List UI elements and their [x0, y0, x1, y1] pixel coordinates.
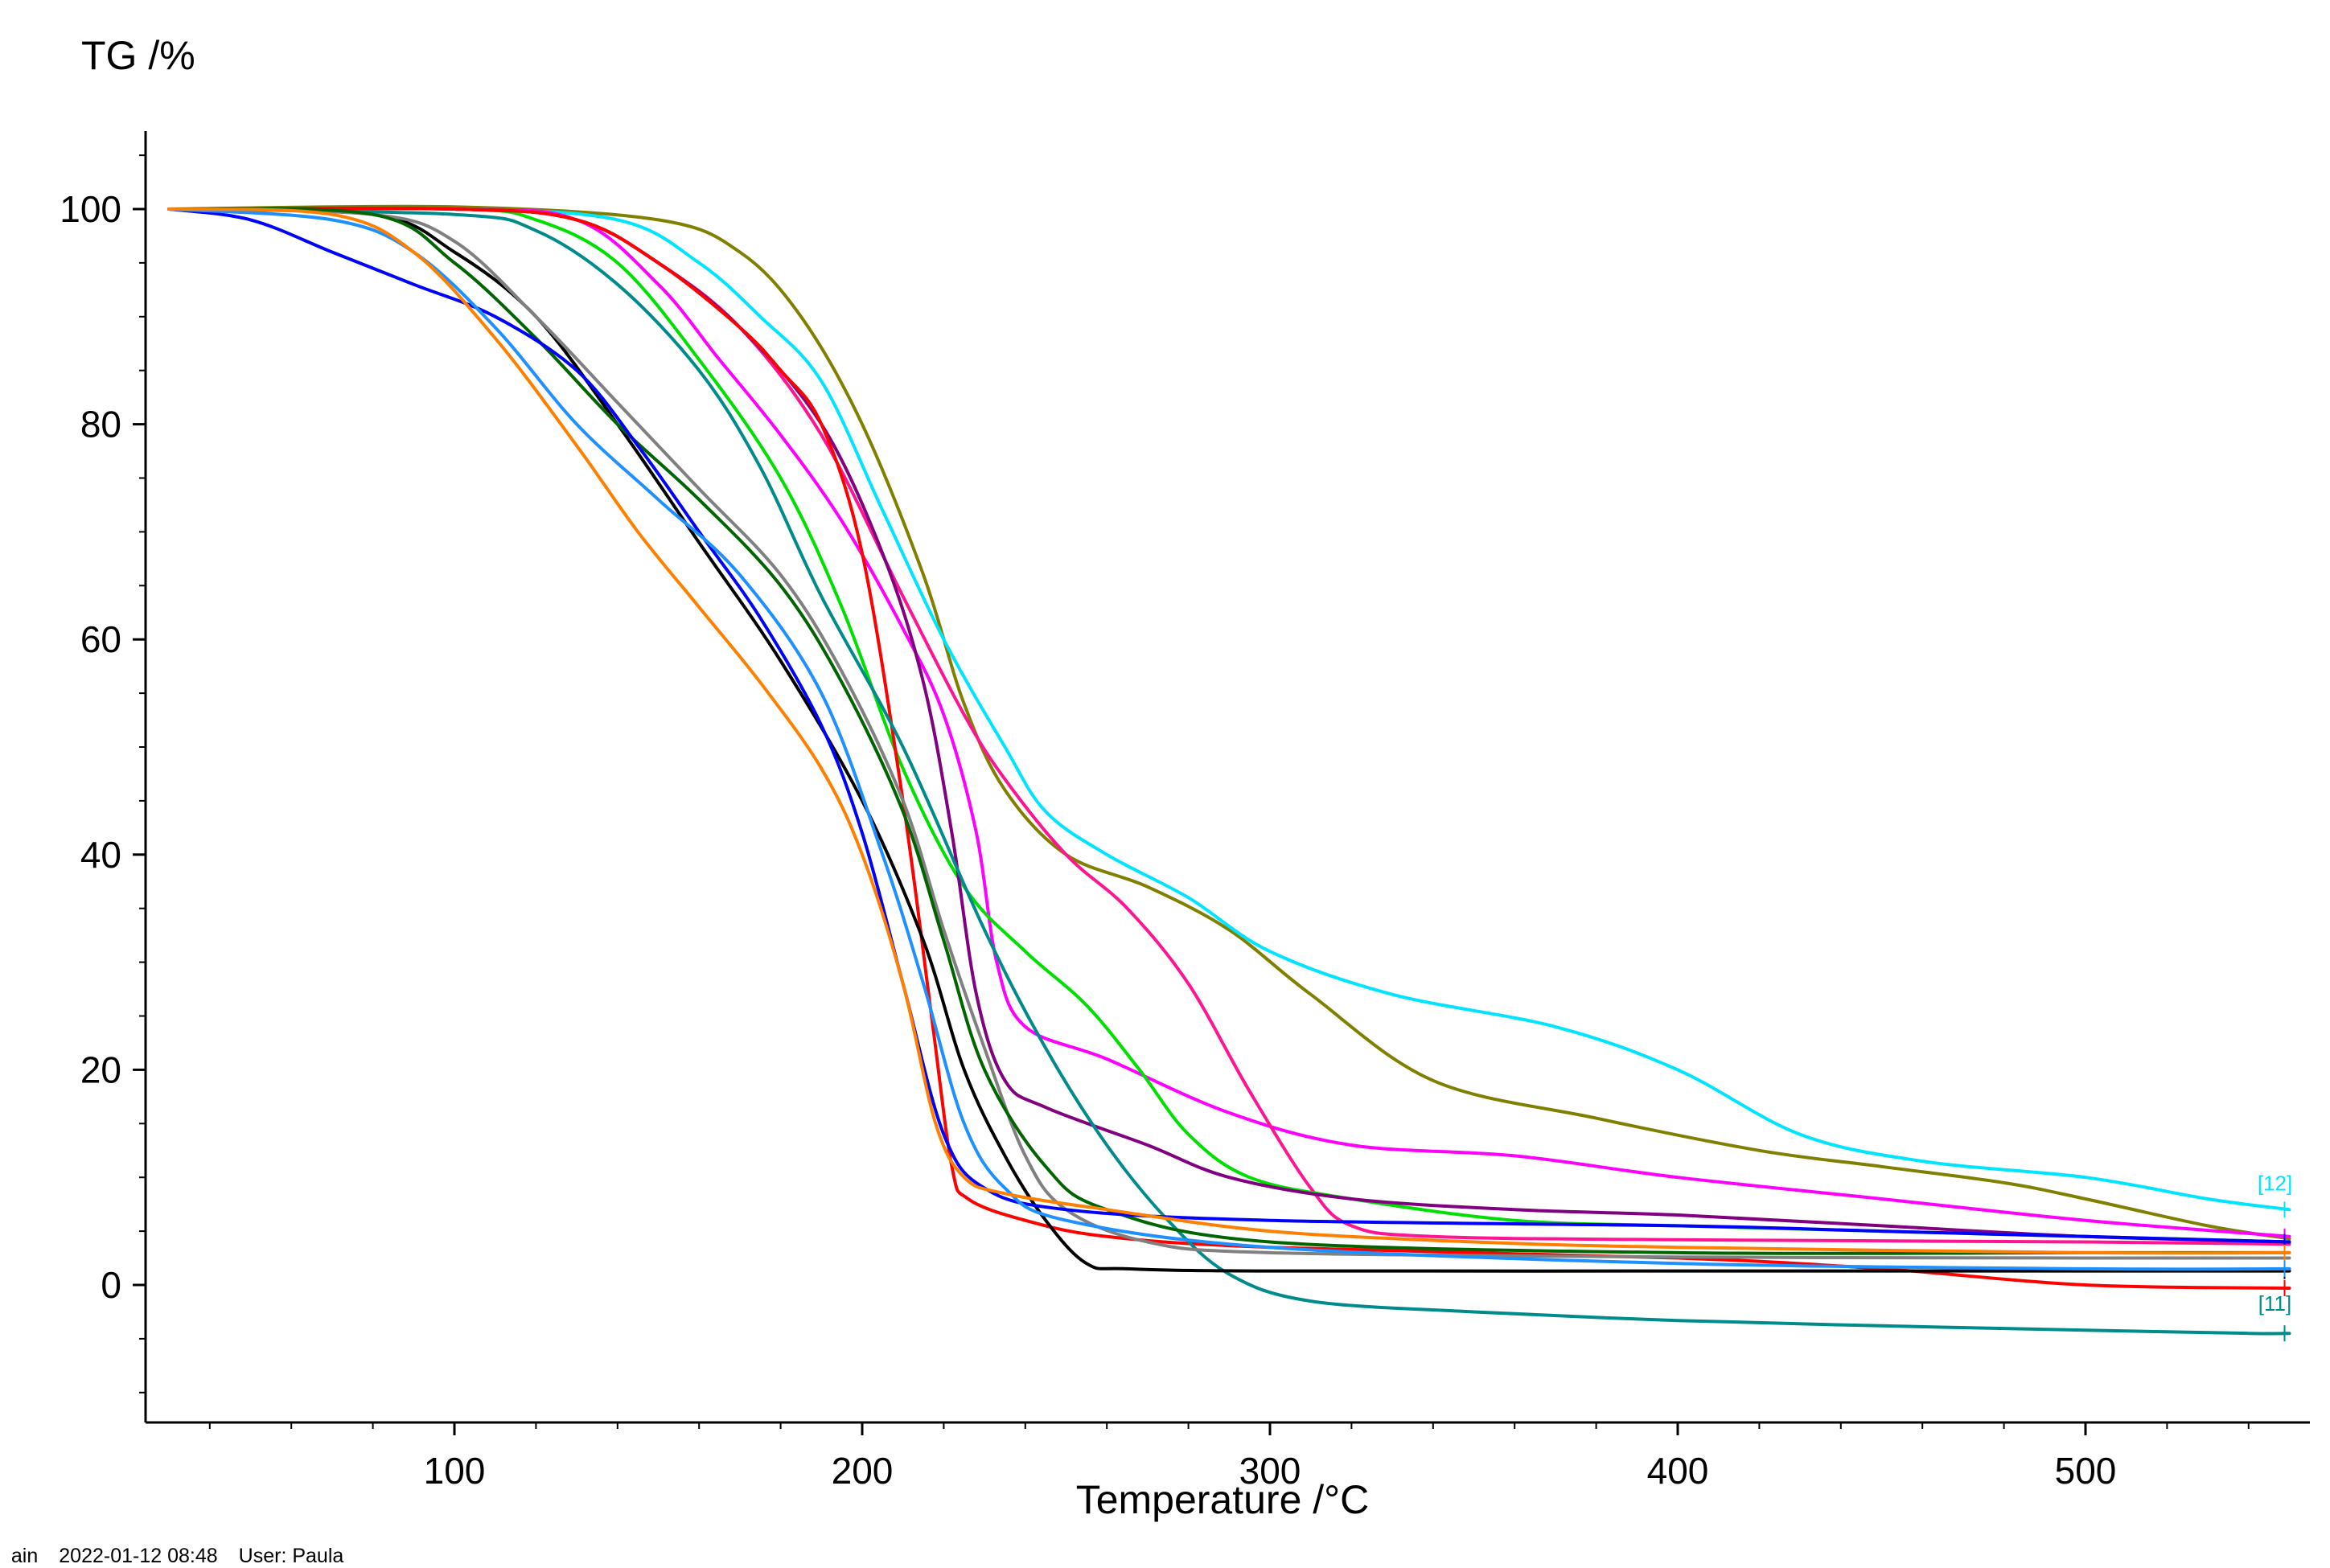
x-tick-label: 200 — [832, 1450, 894, 1492]
series-layer — [167, 204, 2291, 1342]
y-tick-label: 0 — [101, 1264, 121, 1306]
series-line-orange — [167, 207, 2291, 1255]
series-line-gray — [167, 207, 2291, 1260]
series-line-deep-pink — [167, 207, 2291, 1246]
series-line-dark-green — [167, 207, 2291, 1255]
y-tick-label: 20 — [80, 1049, 121, 1090]
y-tick-label: 100 — [60, 188, 121, 230]
x-tick-label: 100 — [424, 1450, 486, 1492]
y-tick-label: 40 — [80, 834, 121, 876]
end-labels: [12] [11] — [2258, 1171, 2292, 1316]
series-end-label: [12] — [2258, 1171, 2292, 1195]
x-tick-label: 300 — [1239, 1450, 1301, 1492]
series-line-11 — [167, 207, 2291, 1336]
series-line-purple — [167, 207, 2291, 1244]
y-tick-label: 80 — [80, 404, 121, 445]
series-line-dodger-blue — [167, 207, 2291, 1271]
y-axis-title: TG /% — [81, 33, 195, 78]
series-line-12 — [167, 207, 2291, 1212]
footer-prefix: ain — [10, 1545, 39, 1567]
series-line-green — [167, 207, 2291, 1244]
series-end-label: [11] — [2258, 1291, 2291, 1316]
footer: ain 2022-01-12 08:48 User: Paula — [0, 1521, 364, 1568]
x-tick-label: 500 — [2055, 1450, 2117, 1492]
ticks: 100 200 300 400 500 0 20 40 60 80 100 — [60, 154, 2250, 1492]
x-axis-title: Temperature /°C — [1076, 1477, 1370, 1522]
series-line-blue — [167, 207, 2291, 1244]
series-line-red — [167, 207, 2291, 1290]
series-line-magenta — [167, 207, 2291, 1238]
axes — [144, 131, 2310, 1424]
footer-timestamp: 2022-01-12 08:48 — [59, 1545, 218, 1567]
x-tick-label: 400 — [1647, 1450, 1709, 1492]
footer-user: User: Paula — [238, 1545, 344, 1567]
series-line-olive — [167, 204, 2291, 1241]
y-tick-label: 60 — [80, 618, 121, 660]
